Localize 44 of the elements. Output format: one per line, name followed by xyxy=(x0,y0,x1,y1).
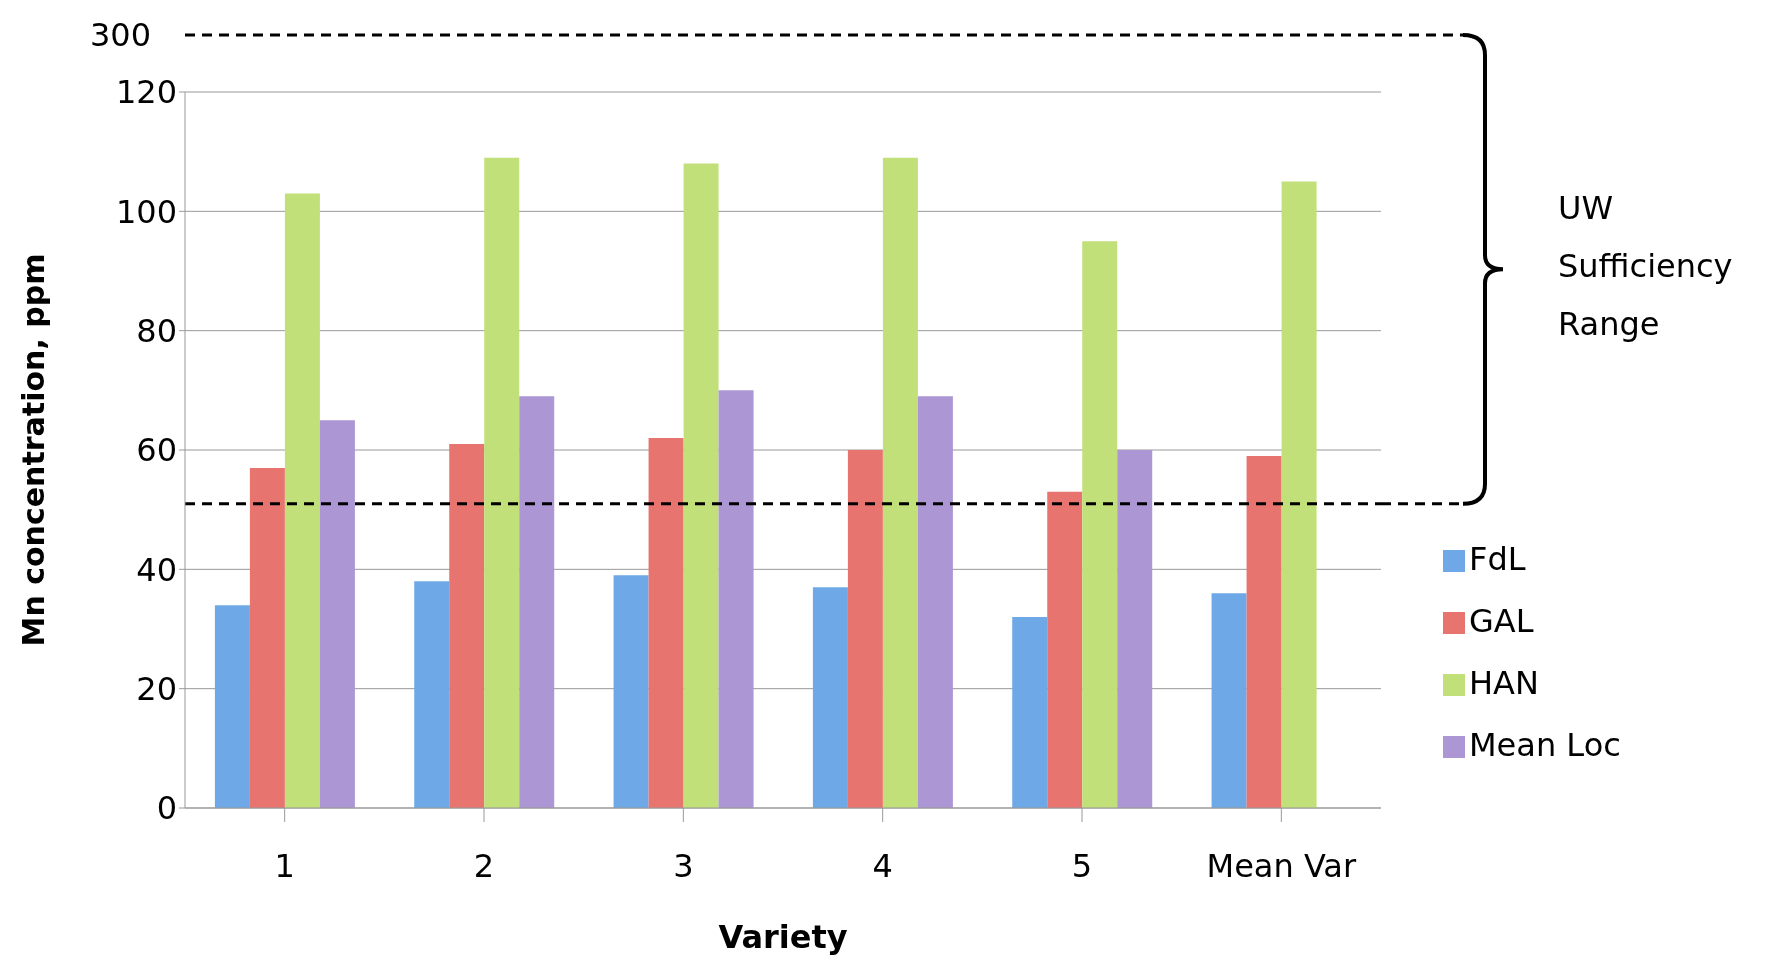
x-axis-title: Variety xyxy=(718,918,848,956)
x-tick-label: 1 xyxy=(274,846,295,885)
legend-label: Mean Loc xyxy=(1469,726,1621,764)
bar xyxy=(613,575,649,808)
bar xyxy=(1211,593,1247,808)
bar xyxy=(1117,450,1153,808)
y-tick-label: 100 xyxy=(115,192,177,231)
bar xyxy=(1246,455,1282,808)
y-tick-label: 20 xyxy=(136,670,177,709)
bar xyxy=(648,438,684,808)
bar xyxy=(1281,181,1317,808)
y-tick-label: 80 xyxy=(136,312,177,351)
x-tick-label: Mean Var xyxy=(1206,846,1357,885)
x-tick-label: 2 xyxy=(473,846,495,885)
text: 300 xyxy=(89,16,151,54)
bar xyxy=(249,467,285,808)
bar xyxy=(917,396,953,808)
y-tick-label: 120 xyxy=(115,73,177,112)
bar xyxy=(484,157,520,808)
legend-label: GAL xyxy=(1469,602,1534,640)
bar xyxy=(319,420,355,808)
bar xyxy=(847,450,883,808)
y-tick-label: 40 xyxy=(136,550,177,589)
bar xyxy=(882,157,918,808)
bar xyxy=(683,163,719,808)
x-tick-label: 4 xyxy=(872,846,893,885)
bar xyxy=(414,581,450,808)
legend-label: FdL xyxy=(1469,540,1526,578)
x-tick-label: 5 xyxy=(1071,846,1093,885)
text: UW Sufficiency Range xyxy=(1558,188,1734,346)
bar xyxy=(718,390,754,808)
bar xyxy=(284,193,320,808)
y-axis-title: Mn concentration, ppm xyxy=(16,253,51,647)
y-tick-label: 0 xyxy=(156,789,177,828)
y-tick-label: 60 xyxy=(136,431,177,470)
bar xyxy=(1047,491,1083,808)
bar xyxy=(214,605,250,808)
bar xyxy=(1082,241,1118,808)
bar xyxy=(449,444,485,808)
bar xyxy=(812,587,848,808)
x-tick-label: 3 xyxy=(673,846,694,885)
bar xyxy=(1012,617,1048,808)
bar xyxy=(519,396,555,808)
legend-label: HAN xyxy=(1469,664,1539,702)
